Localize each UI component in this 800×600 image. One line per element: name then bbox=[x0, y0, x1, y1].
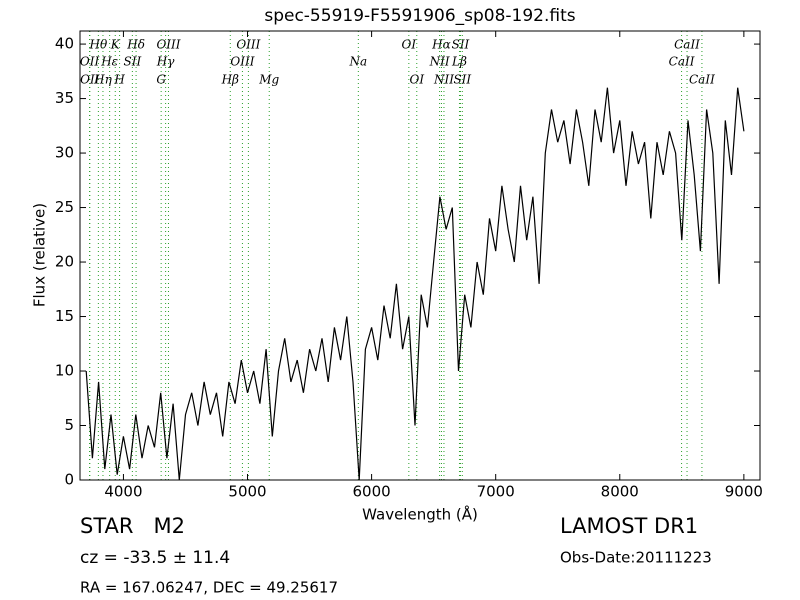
plot-frame bbox=[79, 30, 761, 481]
y-tick-label: 0 bbox=[64, 471, 74, 489]
spectral-line-label: CaII bbox=[689, 73, 715, 87]
spectral-line-label: OIII bbox=[230, 55, 254, 69]
x-tick-label: 9000 bbox=[725, 483, 763, 501]
spectral-line-label: OI bbox=[409, 73, 424, 87]
spectral-line-label: Hθ bbox=[89, 38, 108, 52]
spectrum-line bbox=[85, 87, 745, 481]
spectral-line-label: G bbox=[156, 73, 166, 87]
spectral-line-label: Hε bbox=[100, 55, 118, 69]
spectral-line-label: OII bbox=[80, 73, 100, 87]
survey: LAMOST DR1 bbox=[560, 514, 698, 538]
spectral-line-label: Mg bbox=[258, 73, 279, 87]
obs-date: Obs-Date:20111223 bbox=[560, 549, 712, 567]
spectral-line-label: SII bbox=[124, 55, 142, 69]
spectral-line-label: Na bbox=[349, 55, 368, 69]
spectral-line-label: Hγ bbox=[156, 55, 175, 69]
coordinates: RA = 167.06247, DEC = 49.25617 bbox=[80, 579, 338, 597]
chart-title: spec-55919-F5591906_sp08-192.fits bbox=[264, 6, 575, 26]
y-tick-label: 40 bbox=[55, 35, 74, 53]
redshift: cz = -33.5 ± 11.4 bbox=[80, 548, 230, 568]
spectral-line-label: Hα bbox=[431, 38, 451, 52]
spectral-line-label: OIII bbox=[156, 38, 180, 52]
spectral-line-label: SII bbox=[453, 73, 471, 87]
spectral-line-label: Hη bbox=[93, 73, 112, 87]
x-tick-label: 8000 bbox=[601, 483, 639, 501]
y-tick-label: 25 bbox=[55, 198, 74, 216]
spectral-line-label: CaII bbox=[674, 38, 700, 52]
x-tick-label: 4000 bbox=[104, 483, 142, 501]
x-tick-label: 7000 bbox=[477, 483, 515, 501]
spectral-line-label: OIII bbox=[236, 38, 260, 52]
spectral-line-label: CaII bbox=[669, 55, 695, 69]
spectral-line-label: H bbox=[113, 73, 125, 87]
x-axis-label: Wavelength (Å) bbox=[362, 505, 478, 524]
spectral-line-label: NII bbox=[429, 55, 450, 69]
y-tick-label: 15 bbox=[55, 307, 74, 325]
spectral-line-label: Hδ bbox=[126, 38, 145, 52]
spectral-line-label: Hβ bbox=[221, 73, 239, 87]
y-axis-label: Flux (relative) bbox=[31, 203, 49, 307]
object-class: STAR M2 bbox=[80, 514, 185, 538]
spectral-line-label: Lβ bbox=[451, 55, 467, 69]
y-tick-label: 20 bbox=[55, 253, 74, 271]
spectral-line-label: K bbox=[110, 38, 121, 52]
y-tick-label: 5 bbox=[64, 416, 74, 434]
spectral-line-label: OI bbox=[402, 38, 417, 52]
x-tick-label: 5000 bbox=[228, 483, 266, 501]
x-tick-label: 6000 bbox=[353, 483, 391, 501]
spectral-line-label: OII bbox=[80, 55, 100, 69]
spectral-line-label: NII bbox=[433, 73, 454, 87]
y-tick-label: 30 bbox=[55, 144, 74, 162]
spectral-line-label: SII bbox=[452, 38, 470, 52]
y-tick-label: 10 bbox=[55, 362, 74, 380]
y-tick-label: 35 bbox=[55, 89, 74, 107]
